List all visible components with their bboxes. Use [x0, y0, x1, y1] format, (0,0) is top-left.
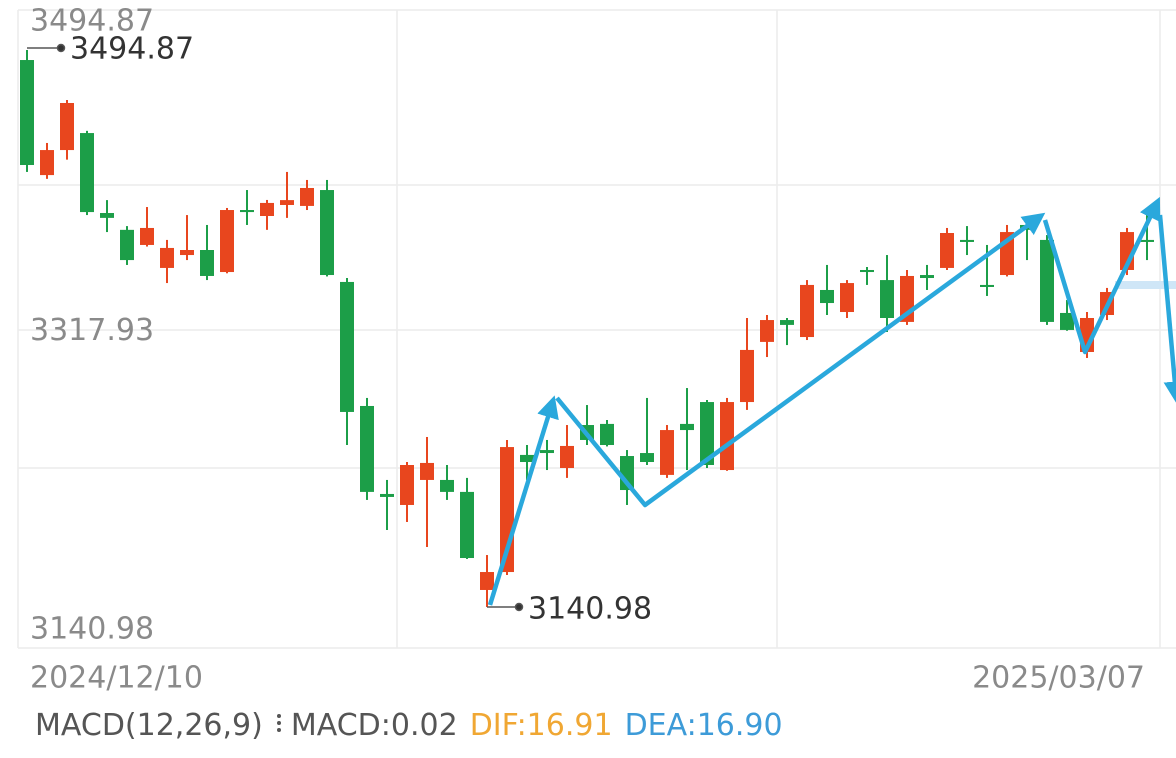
candle-body	[540, 450, 554, 454]
candle-body	[860, 269, 874, 273]
chart: 3494.87 3140.98 2024/12/10 2025/03/07 34…	[17, 4, 1176, 696]
candle-body	[960, 239, 974, 242]
candle-body	[600, 423, 614, 446]
y-tick-label: 3494.87	[30, 4, 154, 39]
candle-body	[160, 247, 174, 268]
candle-body	[920, 275, 934, 279]
candle-body	[640, 453, 654, 463]
macd-title: MACD(12,26,9)	[35, 708, 263, 743]
candle-body	[660, 430, 674, 475]
candle-body	[260, 202, 274, 217]
candle-body	[880, 280, 894, 318]
candle-body	[320, 190, 334, 276]
macd-items: MACD:0.02 DIF:16.91 DEA:16.90	[291, 708, 795, 743]
candle-body	[100, 213, 114, 218]
grid	[17, 9, 1176, 649]
candle-body	[60, 102, 74, 151]
candle-body	[120, 229, 134, 261]
candle-body	[840, 283, 854, 313]
x-tick-label: 2025/03/07	[972, 661, 1145, 696]
candle-body	[80, 133, 94, 213]
candle-body	[180, 249, 194, 256]
y-tick-label: 3140.98	[30, 612, 154, 647]
candle-body	[480, 572, 494, 590]
candle-body	[760, 320, 774, 342]
candle-body	[340, 281, 354, 412]
trend-annotation	[487, 196, 1176, 606]
macd-item: DIF:16.91	[469, 708, 613, 743]
candle-body	[940, 233, 954, 268]
candle-body	[200, 249, 214, 276]
min-label: 3140.98	[528, 592, 652, 627]
candle-body	[220, 210, 234, 273]
candle-body	[420, 462, 434, 480]
macd-item: MACD:0.02	[290, 708, 458, 743]
candle-body	[400, 464, 414, 505]
candles	[20, 50, 1154, 607]
y-tick-label: 3317.93	[30, 313, 154, 348]
candle-body	[680, 423, 694, 431]
candle-body	[780, 320, 794, 325]
candle-body	[720, 402, 734, 471]
extreme-marks	[27, 43, 524, 612]
candle-body	[1140, 239, 1154, 242]
candle-body	[1040, 239, 1054, 322]
candle-body	[1060, 312, 1074, 330]
candle-body	[820, 289, 834, 304]
candle-body	[380, 493, 394, 497]
candle-body	[140, 227, 154, 245]
candle-body	[520, 454, 534, 463]
max-label: 3494.87	[70, 32, 194, 67]
candle-body	[240, 210, 254, 213]
candle-body	[300, 187, 314, 206]
candle-body	[980, 284, 994, 287]
x-tick-label: 2024/12/10	[30, 661, 203, 696]
candle-body	[440, 479, 454, 492]
candle-body	[280, 200, 294, 205]
candle-body	[20, 60, 34, 166]
macd-row: MACD(12,26,9) MACD:0.02 DIF:16.91 DEA:16.90	[35, 708, 807, 743]
candle-body	[700, 402, 714, 465]
separator	[276, 714, 281, 732]
candle-body	[360, 405, 374, 492]
macd-item: DEA:16.90	[624, 708, 783, 743]
candle-body	[740, 349, 754, 403]
candle-body	[460, 491, 474, 559]
candle-body	[560, 445, 574, 468]
candle-body	[40, 150, 54, 176]
candle-body	[800, 284, 814, 338]
